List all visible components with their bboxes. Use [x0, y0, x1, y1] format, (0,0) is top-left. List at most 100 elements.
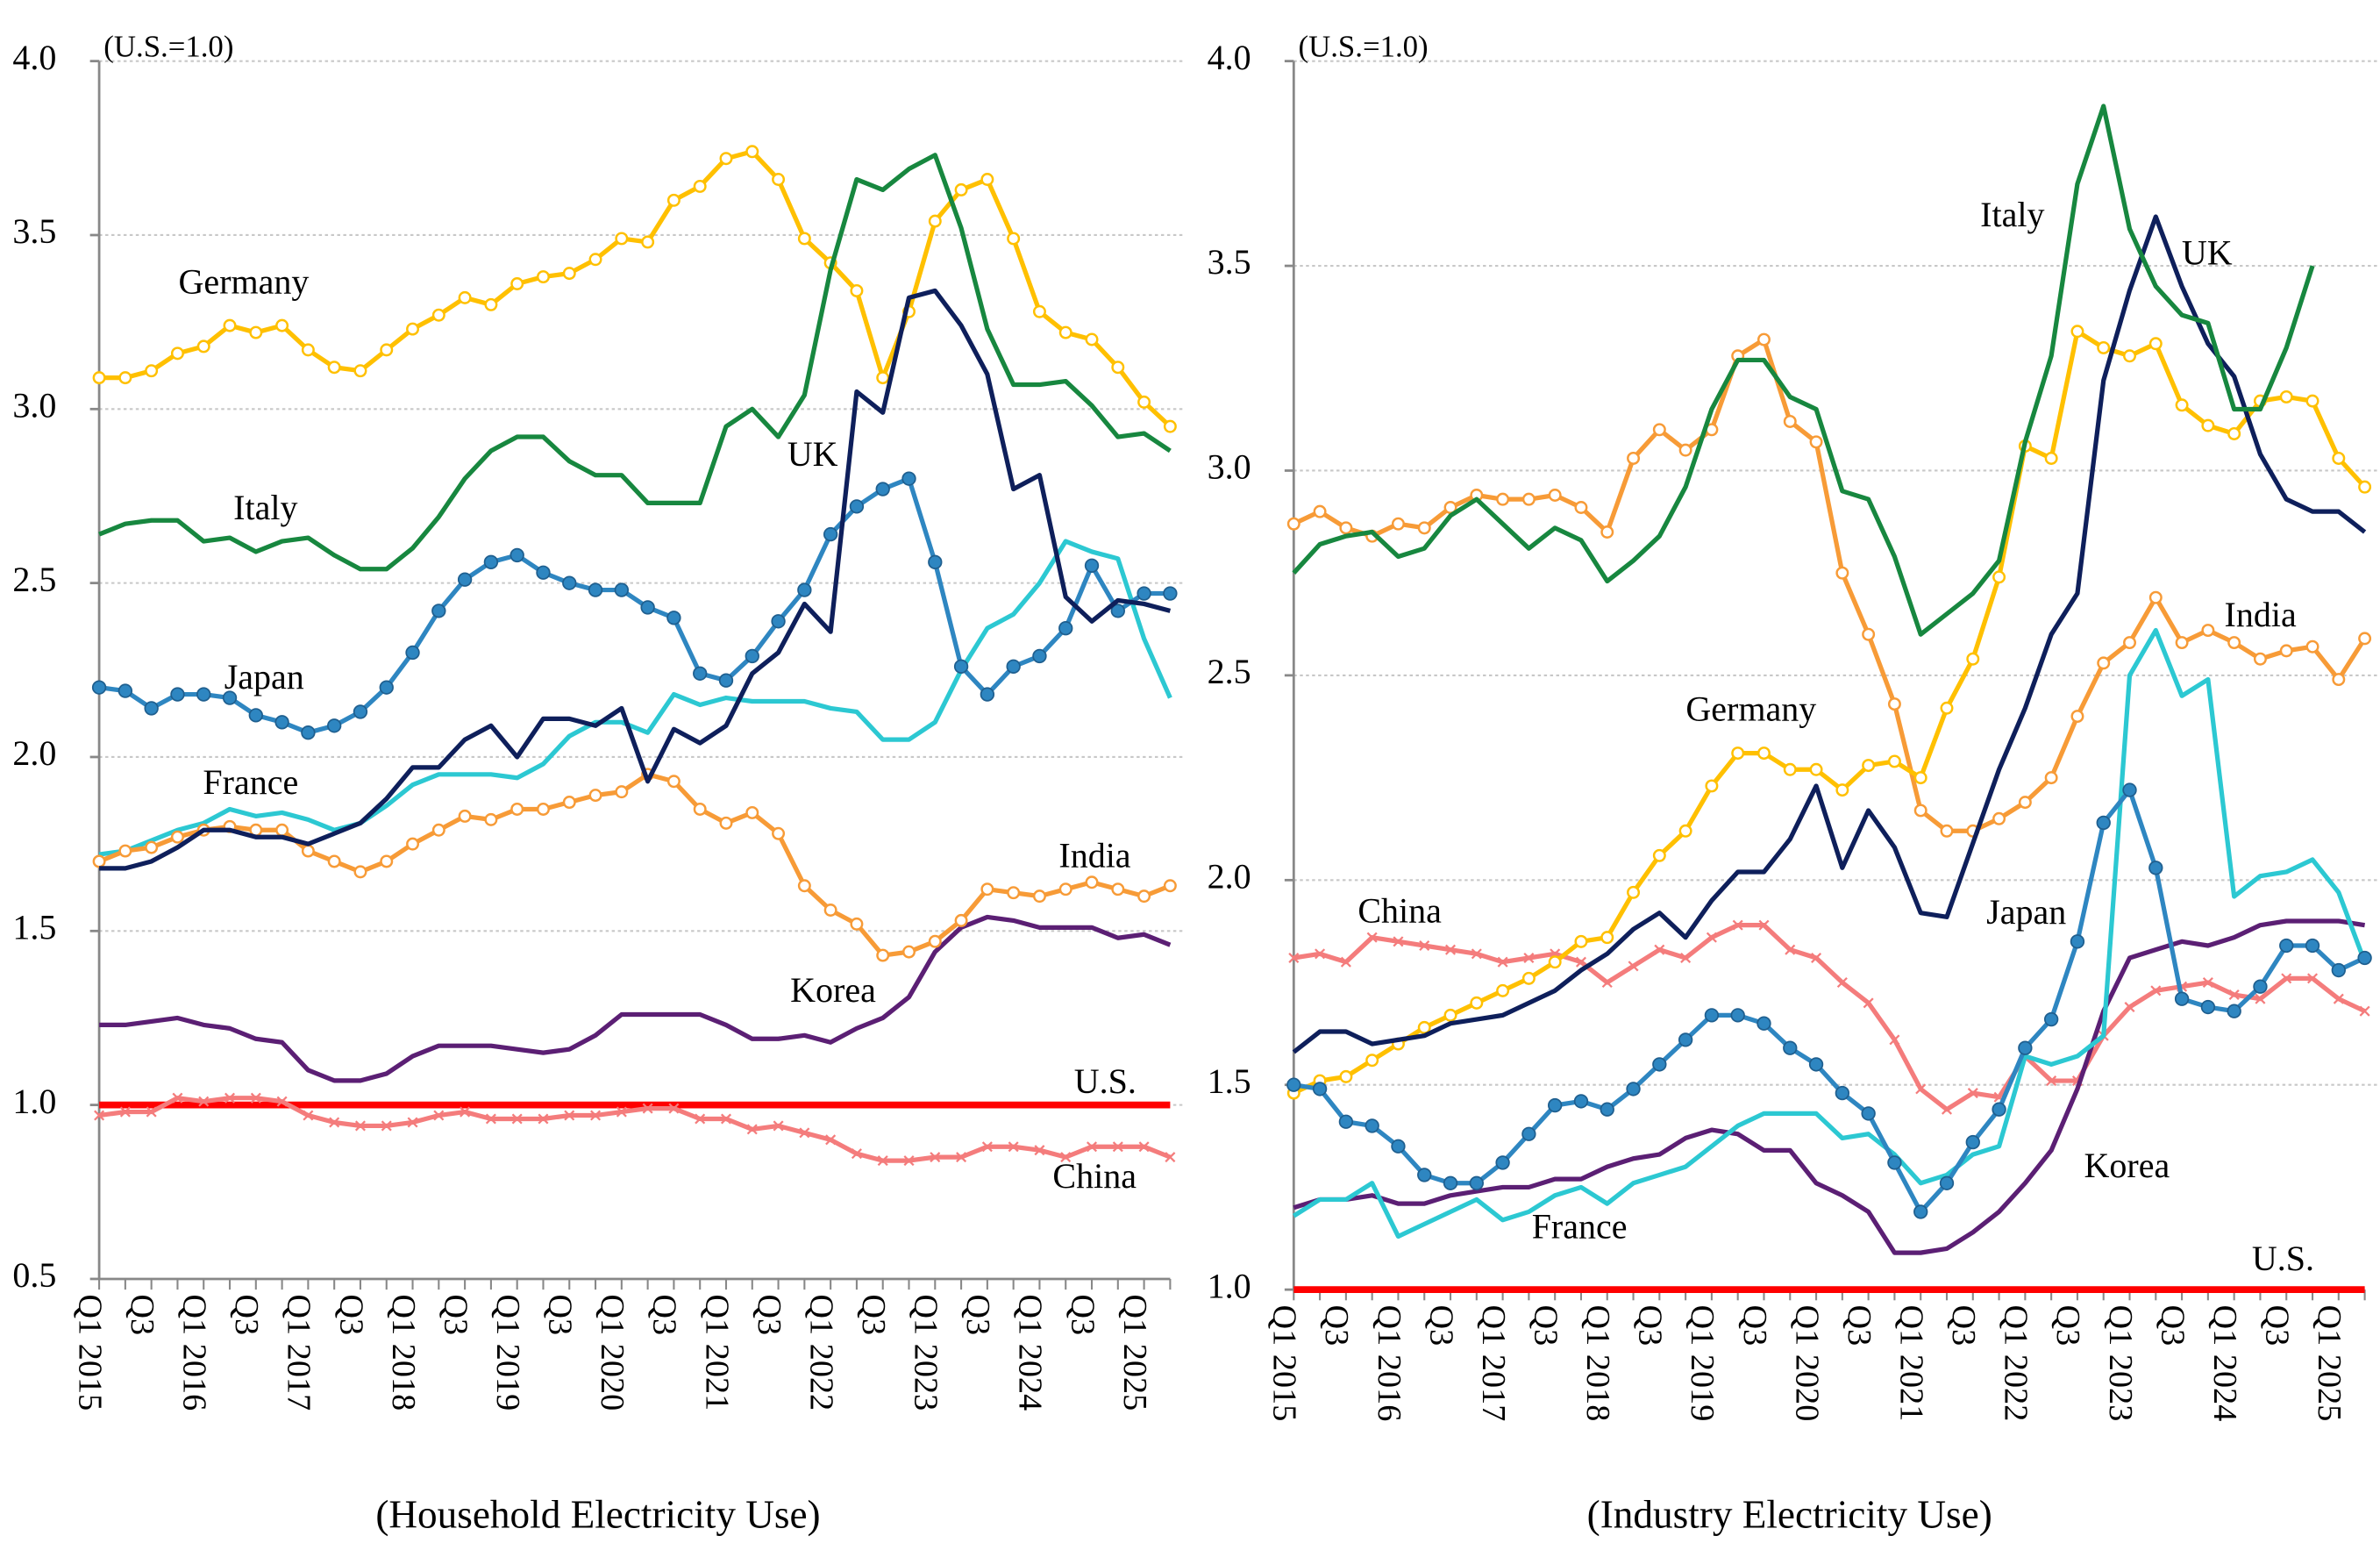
data-point: [2358, 480, 2372, 494]
data-point: [903, 1155, 915, 1167]
x-tick-label: Q3: [1632, 1305, 1669, 1347]
data-point: [145, 840, 159, 854]
series-italy: Italy: [98, 153, 1172, 572]
data-point: [850, 283, 864, 297]
x-tick-label: Q3: [542, 1294, 579, 1335]
series-label: Germany: [1685, 689, 1816, 729]
data-point: [406, 322, 420, 336]
data-point: [146, 1106, 157, 1118]
data-point: [2332, 451, 2346, 465]
series-label: Germany: [179, 262, 310, 302]
data-point: [1627, 885, 1641, 899]
x-tick-label: Q1 2025: [1116, 1294, 1153, 1411]
data-point: [353, 865, 367, 879]
data-point: [407, 1117, 418, 1128]
data-point: [2201, 624, 2215, 638]
data-point: [2332, 673, 2346, 687]
data-point: [381, 1120, 392, 1132]
data-point: [1862, 627, 1876, 641]
data-point: [772, 173, 786, 186]
data-point: [1967, 1088, 1978, 1099]
data-point: [510, 277, 524, 290]
data-point: [642, 1103, 653, 1114]
data-point: [1915, 1083, 1927, 1095]
data-point: [457, 572, 473, 587]
x-tick-label: Q1 2022: [802, 1294, 839, 1411]
series-france: France: [98, 539, 1172, 857]
data-point: [875, 482, 890, 496]
data-point: [1887, 697, 1901, 711]
y-tick-label: 3.5: [1208, 242, 1251, 282]
data-point: [118, 371, 132, 385]
data-point: [1419, 939, 1430, 952]
data-point: [2070, 325, 2084, 339]
data-point: [1393, 936, 1404, 947]
data-point: [510, 802, 524, 816]
data-point: [953, 659, 969, 675]
data-point: [851, 1148, 862, 1160]
data-point: [1757, 746, 1771, 761]
data-point: [1286, 1077, 1301, 1092]
data-point: [1940, 701, 1954, 715]
data-point: [2305, 394, 2319, 408]
data-point: [2175, 398, 2189, 412]
data-point: [2044, 771, 2058, 785]
data-point: [1548, 489, 1562, 502]
x-tick-label: Q3: [2049, 1305, 2086, 1347]
data-point: [1808, 1057, 1824, 1072]
series-korea: Korea: [1293, 918, 2366, 1255]
data-point: [1417, 1020, 1431, 1034]
data-point: [172, 1092, 183, 1104]
data-point: [354, 1120, 366, 1132]
data-point: [119, 1106, 131, 1118]
data-point: [1163, 879, 1177, 893]
y-tick-label: 1.0: [1208, 1266, 1251, 1305]
data-point: [588, 582, 603, 597]
data-point: [1060, 1152, 1072, 1163]
data-point: [1469, 1175, 1484, 1190]
data-point: [1523, 952, 1535, 964]
data-point: [745, 648, 759, 664]
data-point: [1521, 971, 1536, 985]
series-label: Italy: [1980, 195, 2044, 234]
data-point: [484, 297, 498, 311]
data-point: [326, 718, 342, 733]
series-label: China: [1052, 1156, 1137, 1196]
data-point: [1417, 521, 1431, 535]
data-point: [1338, 1114, 1354, 1129]
data-point: [2307, 973, 2319, 984]
data-point: [170, 830, 184, 844]
x-tick-label: Q1 2020: [1788, 1305, 1825, 1422]
data-point: [250, 1092, 261, 1104]
data-point: [1601, 977, 1613, 989]
data-point: [901, 471, 916, 486]
data-point: [2357, 950, 2372, 966]
data-point: [509, 547, 524, 563]
x-tick-label: Q3: [1736, 1305, 1773, 1347]
x-tick-label: Q3: [855, 1294, 892, 1335]
series-korea: Korea: [99, 914, 1172, 1083]
data-point: [1965, 1134, 1980, 1150]
series-france: France: [1292, 627, 2368, 1246]
data-point: [1835, 566, 1849, 580]
data-point: [980, 687, 995, 702]
data-point: [276, 1096, 288, 1107]
data-point: [2253, 979, 2268, 994]
data-point: [2175, 636, 2189, 650]
data-point: [1887, 1155, 1902, 1170]
data-point: [745, 805, 759, 819]
data-point: [1913, 804, 1928, 818]
data-point: [1365, 1054, 1379, 1068]
data-point: [981, 1141, 993, 1153]
data-point: [771, 614, 786, 629]
data-point: [823, 526, 838, 542]
data-point: [91, 680, 107, 695]
data-point: [928, 934, 942, 948]
data-point: [1652, 1057, 1667, 1072]
x-tick-label: Q1 2023: [908, 1294, 944, 1411]
data-point: [144, 701, 159, 716]
series-italy: Italy: [1292, 104, 2315, 637]
series-line: [1293, 787, 2366, 1215]
data-point: [1652, 848, 1666, 862]
data-point: [930, 1152, 941, 1163]
